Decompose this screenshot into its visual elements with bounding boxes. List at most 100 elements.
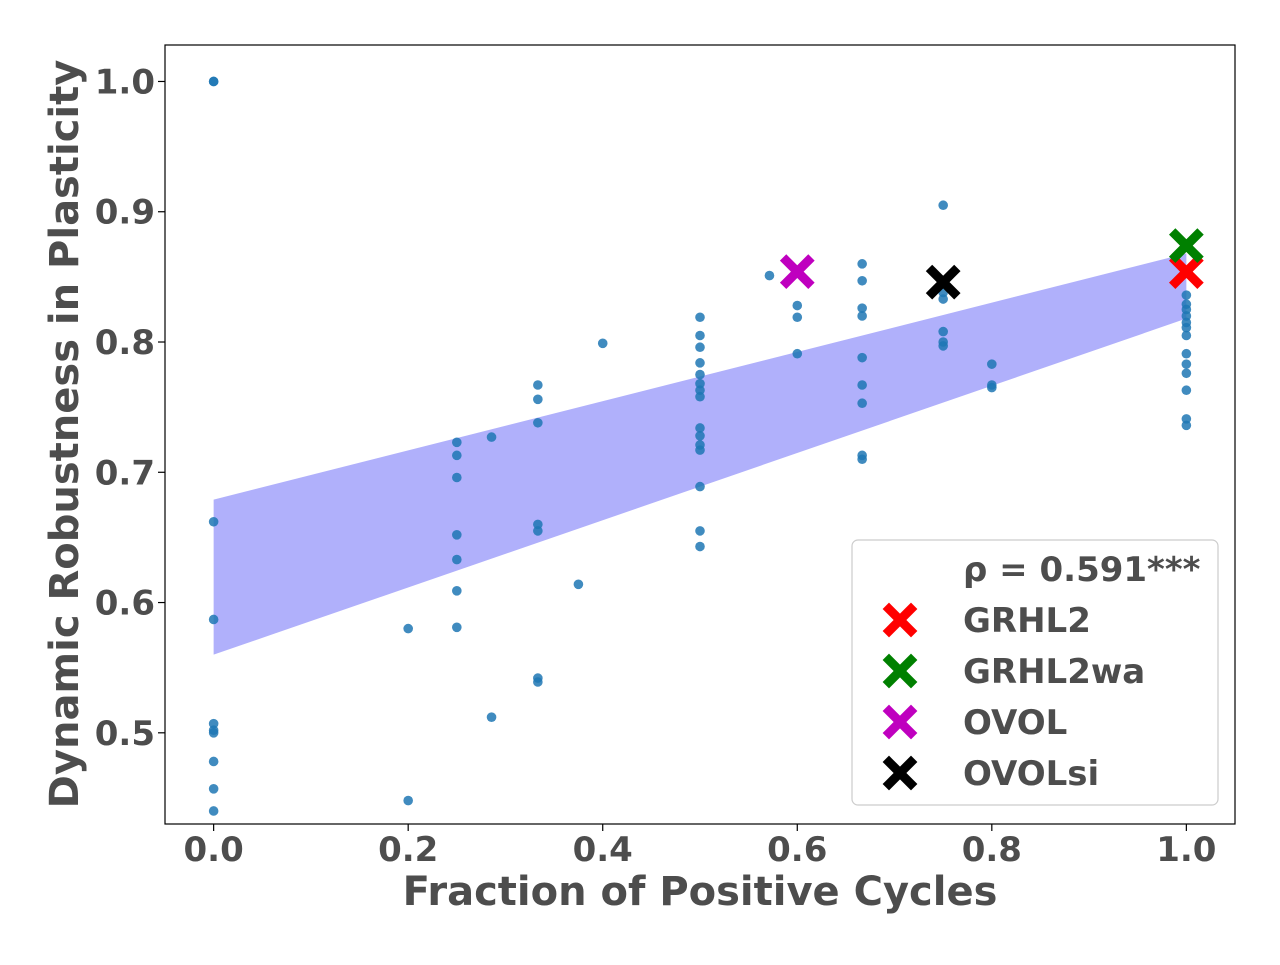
- scatter-point: [452, 586, 462, 596]
- highlight-marker-grhl2: [1168, 254, 1204, 290]
- y-tick-label: 1.0: [95, 62, 155, 102]
- highlight-marker-grhl2-stroke-b: [1168, 254, 1204, 290]
- scatter-point: [597, 338, 608, 349]
- highlight-marker-ovolsi: [925, 264, 961, 300]
- scatter-point: [857, 352, 867, 363]
- highlight-marker-ovol-stroke-b: [779, 254, 815, 290]
- highlight-marker-ovol: [779, 254, 815, 290]
- scatter-point: [452, 622, 462, 633]
- scatter-point: [486, 432, 497, 442]
- scatter-point: [1181, 322, 1192, 333]
- scatter-point: [208, 516, 219, 527]
- highlight-marker-ovolsi-stroke-b: [925, 264, 961, 300]
- scatter-point: [857, 454, 867, 465]
- plot-frame: [164, 44, 1236, 825]
- y-tick-label: 0.5: [95, 714, 155, 754]
- scatter-point: [208, 76, 219, 87]
- x-tick-label: 0.8: [962, 830, 1022, 870]
- y-axis-ticks: 0.5 0.6 0.7 0.8 0.9 1.0: [95, 62, 165, 754]
- scatter-point: [792, 300, 803, 311]
- legend-frame: [851, 539, 1219, 806]
- scatter-point: [695, 526, 705, 536]
- scatter-point: [695, 431, 705, 441]
- legend-marker-ovolsi: [882, 755, 918, 791]
- x-tick-label: 0.6: [767, 830, 827, 870]
- scatter-point: [695, 312, 705, 323]
- scatter-point: [1181, 359, 1192, 369]
- legend-label-ovol: OVOL: [963, 703, 1067, 743]
- scatter-point: [938, 294, 948, 304]
- scatter-point: [857, 380, 867, 390]
- scatter-point: [533, 677, 543, 687]
- scatter-point: [764, 270, 775, 281]
- scatter-point: [695, 423, 705, 433]
- scatter-point: [1181, 290, 1192, 300]
- scatter-point: [1181, 385, 1192, 396]
- scatter-point: [208, 756, 219, 767]
- scatter-point: [208, 806, 219, 816]
- legend-label-grhl2: GRHL2: [963, 601, 1091, 641]
- legend-marker-grhl2wa: [882, 653, 918, 689]
- legend: ρ = 0.591*** GRHL2 GRHL2wa OVOL OVOLsi: [851, 539, 1219, 806]
- scatter-point: [403, 623, 413, 634]
- legend-label-ovolsi: OVOLsi: [963, 754, 1099, 794]
- scatter-point: [533, 417, 543, 428]
- scatter-point: [452, 554, 462, 565]
- scatter-point: [695, 358, 705, 368]
- legend-marker-grhl2: [882, 602, 918, 638]
- scatter-point: [857, 311, 867, 321]
- scatter-point: [403, 795, 413, 806]
- y-axis-label: Dynamic Robustness in Plasticity: [42, 60, 88, 809]
- y-tick-label: 0.7: [95, 453, 155, 493]
- highlight-marker-grhl2wa-stroke-b: [1168, 228, 1204, 263]
- legend-marker-grhl2-stroke-b: [882, 602, 918, 638]
- scatter-point: [938, 326, 948, 337]
- highlight-marker-grhl2wa: [1168, 228, 1204, 263]
- scatter-point: [695, 445, 705, 455]
- scatter-point: [695, 330, 705, 341]
- x-tick-label: 0.4: [573, 830, 633, 870]
- x-tick-label: 0.0: [184, 830, 244, 870]
- scatter-point: [1181, 420, 1192, 431]
- scatter-point: [792, 312, 803, 323]
- scatter-point: [533, 394, 543, 405]
- scatter-point: [792, 348, 803, 359]
- x-tick-label: 0.2: [378, 830, 438, 870]
- scatter-point: [695, 541, 705, 552]
- scatter-point: [695, 481, 705, 492]
- scatter-point: [208, 614, 219, 625]
- y-tick-label: 0.8: [95, 323, 155, 363]
- legend-label-grhl2wa: GRHL2wa: [963, 652, 1145, 692]
- y-tick-label: 0.9: [95, 193, 155, 233]
- scatter-point: [452, 472, 462, 483]
- scatter-point: [695, 369, 705, 380]
- correlation-annotation: ρ = 0.591***: [963, 550, 1201, 590]
- scatter-point: [857, 259, 867, 269]
- legend-marker-ovol: [882, 704, 918, 740]
- scatter-point: [208, 728, 219, 738]
- scatter-point: [857, 303, 867, 313]
- y-tick-label: 0.6: [95, 584, 155, 624]
- highlighted-markers-layer: [779, 228, 1204, 300]
- legend-marker-ovolsi-stroke-b: [882, 755, 918, 791]
- scatter-point: [695, 342, 705, 353]
- scatter-point: [533, 380, 543, 390]
- scatter-point: [695, 391, 705, 402]
- scatter-point: [857, 275, 867, 286]
- legend-marker-ovol-stroke-b: [882, 704, 918, 740]
- x-axis-ticks: 0.0 0.2 0.4 0.6 0.8 1.0: [184, 824, 1216, 870]
- x-axis-label: Fraction of Positive Cycles: [403, 869, 998, 915]
- scatter-point: [1181, 368, 1192, 379]
- scatter-point: [1181, 348, 1192, 359]
- scatter-point: [573, 579, 584, 590]
- scatter-point: [938, 341, 948, 351]
- scatter-point: [857, 398, 867, 409]
- legend-entries: GRHL2 GRHL2wa OVOL OVOLsi: [882, 601, 1145, 794]
- legend-marker-grhl2wa-stroke-b: [882, 653, 918, 689]
- x-tick-label: 1.0: [1156, 830, 1216, 870]
- scatter-point: [452, 437, 462, 448]
- scatter-point: [452, 450, 462, 461]
- scatter-point: [452, 530, 462, 540]
